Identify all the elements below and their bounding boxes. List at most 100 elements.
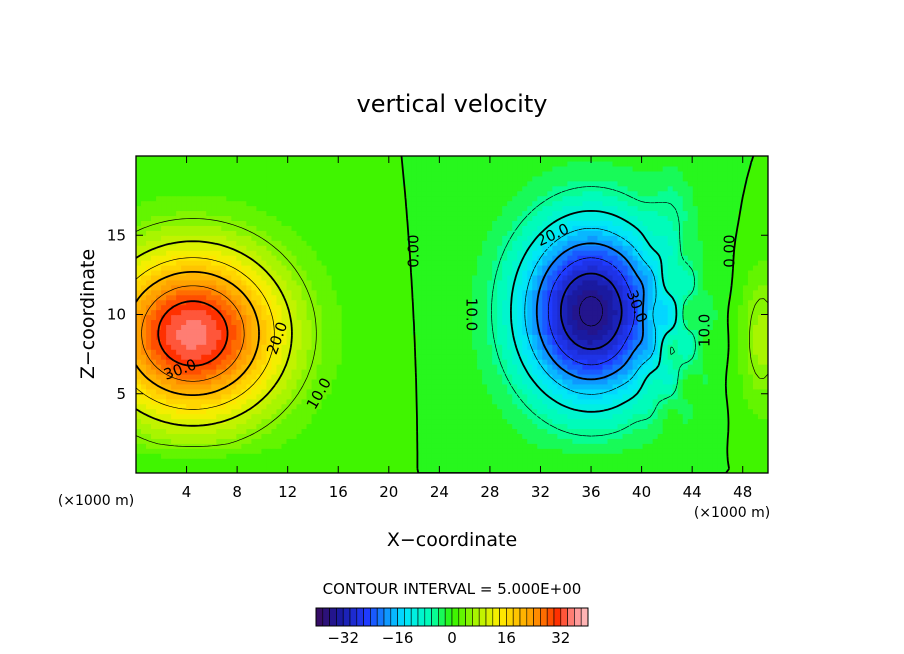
heat-cell (331, 433, 338, 439)
heat-cell (166, 339, 172, 345)
heat-cell (722, 443, 729, 449)
heat-cell (406, 458, 413, 464)
heat-cell (156, 319, 162, 325)
heat-cell (497, 448, 503, 454)
heat-cell (617, 354, 624, 360)
heat-cell (737, 458, 744, 464)
heat-cell (446, 428, 453, 434)
heat-cell (712, 368, 719, 375)
heat-cell (687, 388, 694, 395)
heat-cell (231, 433, 237, 439)
heat-cell (667, 463, 674, 469)
heat-cell (406, 448, 413, 454)
heat-cell (552, 378, 558, 385)
heat-cell (572, 364, 578, 370)
heat-cell (231, 428, 237, 434)
heat-cell (206, 423, 212, 430)
heat-cell (672, 373, 679, 380)
heat-cell (341, 418, 348, 425)
heat-cell (366, 468, 373, 473)
heat-cell (256, 438, 262, 444)
heat-cell (602, 299, 609, 306)
heat-cell (762, 468, 768, 473)
heat-cell (762, 438, 768, 444)
heat-cell (246, 403, 252, 410)
heat-cell (231, 398, 237, 405)
heat-cell (637, 319, 644, 325)
heat-cell (532, 433, 538, 439)
heat-cell (216, 458, 222, 464)
heat-cell (667, 354, 674, 360)
heat-cell (452, 378, 458, 385)
heat-cell (512, 334, 518, 340)
heat-cell (386, 304, 393, 311)
heat-cell (316, 294, 323, 301)
heat-cell (446, 359, 453, 365)
heat-cell (527, 304, 533, 311)
heat-cell (356, 304, 363, 311)
heat-cell (286, 334, 293, 340)
heat-cell (707, 378, 714, 385)
heat-cell (662, 428, 669, 434)
heat-cell (517, 329, 523, 335)
heat-cell (396, 443, 403, 449)
heat-cell (366, 274, 373, 281)
heat-cell (717, 403, 724, 410)
heat-cell (752, 388, 759, 395)
heat-cell (441, 349, 448, 355)
heat-cell (141, 393, 147, 400)
heat-cell (346, 289, 353, 296)
heat-cell (441, 324, 448, 330)
heat-cell (482, 284, 488, 291)
heat-cell (467, 364, 473, 370)
heat-cell (401, 413, 408, 420)
heat-cell (617, 294, 624, 301)
heat-cell (221, 398, 227, 405)
heat-cell (717, 319, 724, 325)
heat-cell (662, 329, 669, 335)
heat-cell (376, 274, 383, 281)
heat-cell (356, 433, 363, 439)
heat-cell (371, 339, 378, 345)
heat-cell (747, 364, 754, 370)
heat-cell (366, 398, 373, 405)
heat-cell (366, 368, 373, 375)
heat-cell (682, 398, 689, 405)
heat-cell (286, 344, 293, 350)
heat-cell (522, 468, 528, 473)
heat-cell (747, 279, 754, 286)
heat-cell (542, 443, 548, 449)
heat-cell (722, 289, 729, 296)
heat-cell (667, 428, 674, 434)
heat-cell (532, 423, 538, 430)
heat-cell (492, 423, 498, 430)
heat-cell (361, 428, 368, 434)
heat-cell (557, 383, 563, 390)
heat-cell (401, 433, 408, 439)
heat-cell (431, 299, 438, 306)
heat-cell (436, 299, 443, 306)
heat-cell (406, 393, 413, 400)
heat-cell (557, 339, 563, 345)
heat-cell (326, 309, 333, 316)
heat-cell (416, 304, 423, 311)
heat-cell (251, 378, 257, 385)
heat-cell (241, 383, 247, 390)
heat-cell (692, 329, 699, 335)
heat-cell (191, 413, 197, 420)
heat-cell (301, 289, 308, 296)
heat-cell (391, 349, 398, 355)
heat-cell (677, 403, 684, 410)
heat-cell (512, 299, 518, 306)
heat-cell (201, 368, 207, 375)
heat-cell (226, 324, 232, 330)
heat-cell (326, 299, 333, 306)
heat-cell (446, 443, 453, 449)
heat-cell (647, 329, 654, 335)
heat-cell (416, 403, 423, 410)
heat-cell (326, 364, 333, 370)
heat-cell (617, 344, 624, 350)
heat-cell (206, 294, 212, 301)
heat-cell (166, 284, 172, 291)
heat-cell (457, 438, 463, 444)
